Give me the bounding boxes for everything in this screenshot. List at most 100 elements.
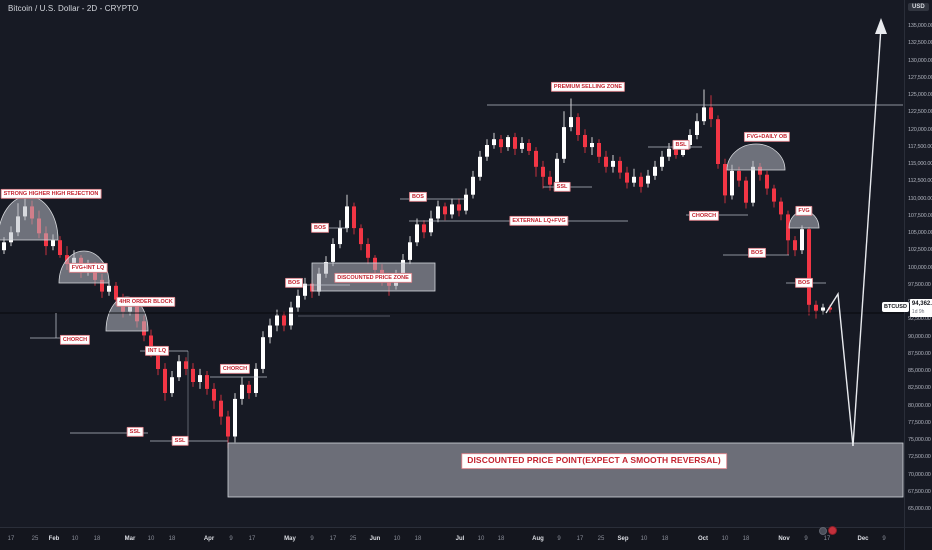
drawing-label[interactable]: PREMIUM SELLING ZONE [550,81,626,93]
last-price-box: 94,362.99 1d 9h [909,299,932,318]
drawing-label[interactable]: BOS [795,277,813,289]
price-tick: 132,500.00 [908,40,932,47]
price-tick: 122,500.00 [908,109,932,116]
axis-separator [904,528,905,550]
price-tick: 97,500.00 [908,281,931,288]
time-tick-day: 10 [721,536,729,542]
zone-rect [227,442,904,498]
time-tick-day: 17 [823,536,831,542]
price-tick: 102,500.00 [908,247,932,254]
price-tick: 117,500.00 [908,143,932,150]
time-tick-day: 17 [7,536,15,542]
price-tick: 65,000.00 [908,506,931,512]
drawing-label[interactable]: INT LQ [144,345,170,357]
time-tick-day: 18 [742,536,750,542]
projection-arrow-line[interactable] [852,26,882,447]
time-tick-day: 18 [414,536,422,542]
drawing-label[interactable]: EXTERNAL LQ+FVG [509,215,569,227]
drawing-label[interactable]: FVG [795,205,813,217]
time-tick-day: 18 [661,536,669,542]
time-tick-day: 10 [477,536,485,542]
price-axis[interactable]: USD 135,000.00 132,500.00 130,000.00 127,50… [904,0,932,527]
time-tick-day: 10 [71,536,79,542]
price-tick: 127,500.00 [908,74,932,81]
time-tick-day: 9 [804,536,808,542]
red-marker-icon [828,526,837,535]
price-tick: 85,000.00 [908,368,931,374]
symbol-chip: BTCUSD [882,302,909,312]
price-tick: 105,000.00 [908,230,932,236]
time-tick-day: 9 [310,536,314,542]
price-tick: 72,500.00 [908,454,931,461]
price-tick: 130,000.00 [908,57,932,64]
drawing-label[interactable]: FVG+DAILY OB [743,131,791,143]
time-tick-day: 17 [248,536,256,542]
projection-zigzag[interactable] [825,291,854,447]
price-tick: 120,000.00 [908,126,932,133]
drawing-label[interactable]: DISCOUNTED PRICE POINT(EXPECT A SMOOTH R… [461,453,727,469]
price-tick: 77,500.00 [908,419,931,426]
time-tick-day: 10 [147,536,155,542]
price-tick: 135,000.00 [908,23,932,29]
time-tick-month: Jul [455,536,465,542]
drawing-label[interactable]: CHORCH [219,363,251,375]
time-tick-day: 9 [882,536,886,542]
time-tick-day: 18 [168,536,176,542]
chart-marker-icons[interactable] [819,526,837,535]
time-axis[interactable]: 17 25 Feb 10 18 Mar 10 18 Apr 9 17 May 9 17 25 Jun 10 18 J… [0,527,932,550]
projection-arrow-head[interactable] [875,18,887,34]
time-tick-day: 10 [640,536,648,542]
price-tick: 80,000.00 [908,402,931,409]
drawing-label[interactable]: DISCOUNTED PRICE ZONE [334,272,412,284]
drawing-label[interactable]: BOS [409,191,427,203]
drawing-label[interactable]: 4HR ORDER BLOCK [116,296,176,308]
drawing-label[interactable]: BOS [748,247,766,259]
last-price: 94,362.99 [911,301,932,307]
price-tick: 100,000.00 [908,264,932,271]
price-tick: 75,000.00 [908,437,931,443]
price-tick: 107,500.00 [908,212,932,219]
time-tick-month: Nov [778,536,790,542]
price-tick: 110,000.00 [908,195,932,202]
currency-badge: USD [908,3,929,11]
drawing-label[interactable]: SSL [171,435,189,447]
price-tick: 125,000.00 [908,92,932,98]
time-tick-day: 17 [576,536,584,542]
price-tick: 92,500.00 [908,316,931,323]
time-tick-month: Feb [48,536,60,542]
time-tick-month: Aug [532,536,544,542]
time-tick-month: Apr [203,536,215,542]
time-tick-month: May [284,536,296,542]
price-tick: 115,000.00 [908,161,932,167]
time-tick-month: Mar [124,536,136,542]
drawing-label[interactable]: STRONG HIGHER HIGH REJECTION [0,188,102,200]
time-tick-day: 25 [31,536,39,542]
time-tick-day: 9 [229,536,233,542]
price-tick: 112,500.00 [908,178,932,185]
candlestick-plot [0,18,904,498]
chart-pane[interactable]: STRONG HIGHER HIGH REJECTION FVG+INT LQ 4H… [0,0,904,527]
drawing-label[interactable]: BOS [311,222,329,234]
drawing-label[interactable]: SSL [553,181,571,193]
drawing-label[interactable]: BSL [672,139,690,151]
drawing-label[interactable]: CHORCH [688,210,720,222]
symbol-legend[interactable]: Bitcoin / U.S. Dollar - 2D - CRYPTO [8,4,139,13]
time-tick-day: 18 [497,536,505,542]
zone-drawings[interactable] [227,262,904,498]
time-tick-day: 25 [349,536,357,542]
time-tick-day: 17 [329,536,337,542]
drawing-label[interactable]: SSL [126,426,144,438]
drawing-label[interactable]: FVG+INT LQ [68,262,108,274]
bar-countdown: 1d 9h [911,308,925,315]
price-tick: 87,500.00 [908,350,931,357]
time-tick-day: 10 [393,536,401,542]
price-tick: 67,500.00 [908,488,931,495]
time-tick-month: Jun [369,536,381,542]
time-tick-day: 25 [597,536,605,542]
drawing-label[interactable]: CHORCH [59,334,91,346]
time-tick-month: Oct [697,536,709,542]
time-tick-day: 18 [93,536,101,542]
drawing-label[interactable]: BOS [285,277,303,289]
dome-drawing [0,195,59,241]
